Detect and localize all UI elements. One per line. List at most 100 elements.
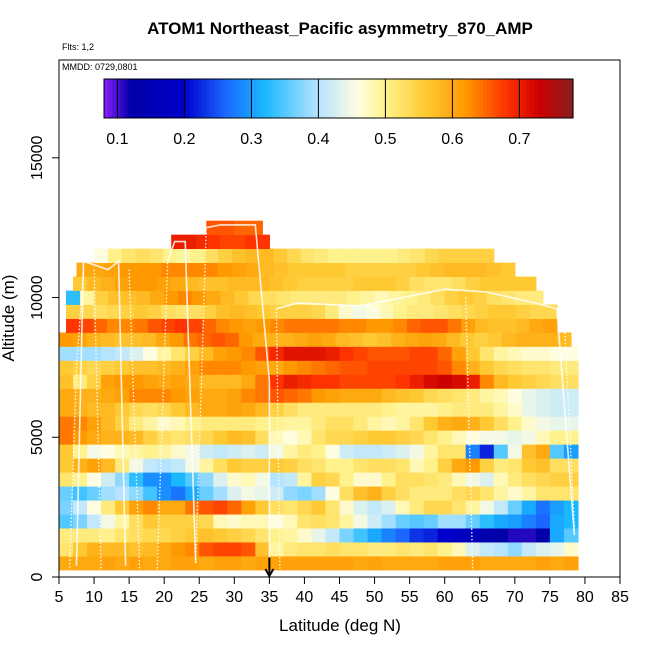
- colorbar-strip: [272, 79, 277, 118]
- heatmap-cell: [171, 458, 186, 473]
- heatmap-cell: [381, 514, 397, 529]
- colorbar-strip: [444, 79, 449, 118]
- heatmap-cell: [437, 500, 453, 515]
- heatmap-cell: [409, 556, 425, 571]
- heatmap-cell: [157, 402, 172, 417]
- heatmap-cell: [339, 500, 355, 515]
- heatmap-cell: [367, 556, 383, 571]
- heatmap-cell: [185, 514, 200, 529]
- heatmap-cell: [465, 430, 481, 445]
- heatmap-cell: [479, 416, 495, 431]
- heatmap-cell: [129, 444, 144, 459]
- heatmap-cell: [101, 486, 116, 501]
- heatmap-cell: [175, 318, 190, 333]
- heatmap-cell: [353, 472, 369, 487]
- heatmap-cell: [59, 556, 74, 571]
- heatmap-cell: [563, 472, 579, 487]
- heatmap-cell: [521, 556, 537, 571]
- heatmap-cell: [479, 528, 495, 543]
- heatmap-cell: [338, 318, 353, 333]
- heatmap-cell: [143, 528, 158, 543]
- heatmap-cell: [199, 374, 214, 389]
- heatmap-cell: [339, 402, 355, 417]
- heatmap-cell: [255, 500, 270, 515]
- x-tick-label: 75: [541, 589, 559, 606]
- colorbar-strip: [393, 79, 398, 118]
- heatmap-cell: [507, 276, 523, 291]
- heatmap-cell: [290, 290, 306, 305]
- heatmap-cell: [365, 304, 381, 319]
- colorbar-strip: [565, 79, 570, 118]
- heatmap-cell: [255, 416, 270, 431]
- heatmap-cell: [241, 346, 256, 361]
- heatmap-cell: [199, 388, 214, 403]
- heatmap-cell: [171, 472, 186, 487]
- flight-track-line: [206, 224, 271, 569]
- heatmap-cell: [521, 458, 537, 473]
- heatmap-cell: [502, 318, 517, 333]
- heatmap-cell: [192, 290, 207, 305]
- heatmap-cell: [101, 402, 116, 417]
- heatmap-cell: [563, 500, 579, 515]
- heatmap-cell: [80, 290, 95, 305]
- heatmap-cell: [325, 304, 340, 319]
- heatmap-cell: [353, 458, 369, 473]
- heatmap-cell: [549, 388, 565, 403]
- colorbar-strip: [178, 79, 183, 118]
- heatmap-cell: [255, 556, 270, 571]
- colorbar-strip: [299, 79, 304, 118]
- heatmap-cell: [325, 528, 341, 543]
- colorbar-strip: [221, 79, 226, 118]
- heatmap-cell: [101, 360, 116, 375]
- heatmap-cell: [381, 528, 397, 543]
- heatmap-cell: [211, 332, 226, 347]
- heatmap-cell: [423, 486, 439, 501]
- heatmap-cell: [423, 430, 439, 445]
- heatmap-cell: [199, 402, 214, 417]
- heatmap-cell: [367, 360, 383, 375]
- heatmap-cell: [535, 444, 551, 459]
- heatmap-cell: [391, 332, 406, 347]
- heatmap-cell: [243, 304, 258, 319]
- heatmap-cell: [101, 472, 116, 487]
- heatmap-cell: [59, 542, 74, 557]
- colorbar-strip: [315, 79, 320, 118]
- heatmap-cell: [129, 556, 144, 571]
- x-tick-label: 10: [85, 589, 103, 606]
- colorbar-strip: [107, 79, 113, 118]
- colorbar-strip: [541, 79, 547, 118]
- heatmap-cell: [185, 388, 200, 403]
- heatmap-cell: [521, 430, 537, 445]
- heatmap-cell: [259, 248, 274, 264]
- heatmap-cell: [507, 542, 523, 557]
- heatmap-cell: [325, 542, 341, 557]
- colorbar-strip: [232, 79, 238, 118]
- colorbar-strip: [283, 79, 289, 118]
- heatmap-cell: [395, 360, 411, 375]
- heatmap-cell: [437, 458, 453, 473]
- heatmap-cell: [352, 304, 367, 319]
- heatmap-cell: [549, 374, 565, 389]
- colorbar-strip: [193, 79, 199, 118]
- heatmap-cell: [227, 542, 242, 557]
- heatmap-cell: [129, 276, 144, 291]
- heatmap-cell: [199, 542, 214, 557]
- heatmap-cell: [451, 346, 467, 361]
- heatmap-cell: [409, 500, 425, 515]
- colorbar-strip: [471, 79, 476, 118]
- heatmap-cell: [381, 416, 397, 431]
- heatmap-cell: [73, 486, 88, 501]
- heatmap-cell: [269, 458, 284, 473]
- heatmap-cell: [451, 528, 467, 543]
- latitude-marker-arrow: [264, 557, 275, 579]
- heatmap-cell: [157, 458, 172, 473]
- heatmap-cell: [420, 318, 435, 333]
- heatmap-cell: [302, 262, 318, 277]
- heatmap-cell: [479, 514, 495, 529]
- heatmap-cell: [363, 332, 378, 347]
- colorbar-strip: [553, 79, 558, 118]
- heatmap-cell: [549, 500, 565, 515]
- colorbar-strip: [275, 79, 281, 118]
- heatmap-cell: [373, 262, 389, 277]
- colorbar-strip: [514, 79, 519, 118]
